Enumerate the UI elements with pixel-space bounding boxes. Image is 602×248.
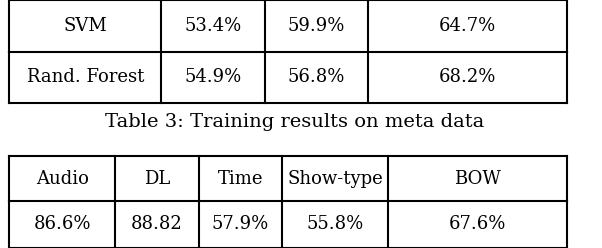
Text: 64.7%: 64.7% bbox=[439, 17, 496, 35]
Text: Audio: Audio bbox=[36, 170, 88, 187]
Text: 68.2%: 68.2% bbox=[439, 68, 496, 87]
Text: SVM: SVM bbox=[63, 17, 107, 35]
Text: BOW: BOW bbox=[454, 170, 501, 187]
Text: 54.9%: 54.9% bbox=[184, 68, 242, 87]
Text: 56.8%: 56.8% bbox=[288, 68, 346, 87]
Text: 59.9%: 59.9% bbox=[288, 17, 346, 35]
Text: 53.4%: 53.4% bbox=[184, 17, 242, 35]
Text: 67.6%: 67.6% bbox=[449, 216, 506, 233]
Text: 55.8%: 55.8% bbox=[306, 216, 364, 233]
Text: DL: DL bbox=[144, 170, 170, 187]
Text: 57.9%: 57.9% bbox=[212, 216, 269, 233]
Text: Rand. Forest: Rand. Forest bbox=[26, 68, 144, 87]
Text: 86.6%: 86.6% bbox=[34, 216, 91, 233]
Text: Show-type: Show-type bbox=[287, 170, 383, 187]
Text: Table 3: Training results on meta data: Table 3: Training results on meta data bbox=[105, 113, 485, 130]
Text: Time: Time bbox=[218, 170, 263, 187]
Text: 88.82: 88.82 bbox=[131, 216, 183, 233]
